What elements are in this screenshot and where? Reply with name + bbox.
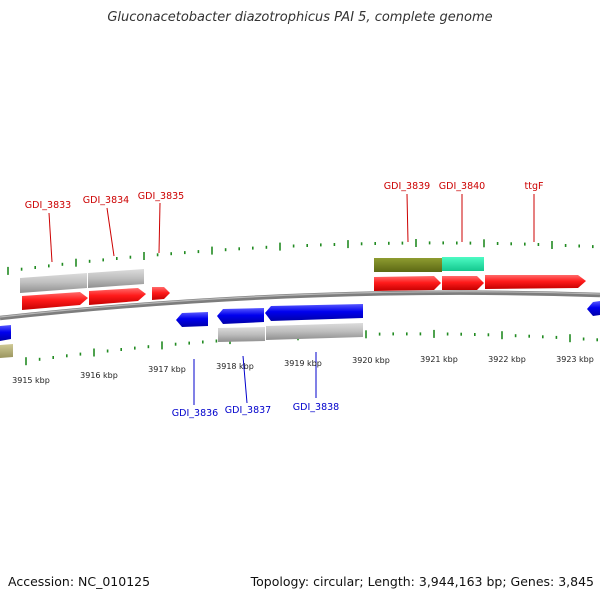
gene-label-gdi-3840[interactable]: GDI_3840: [439, 181, 485, 192]
map-title: Gluconacetobacter diazotrophicus PAI 5, …: [107, 10, 493, 25]
scale-label: 3922 kbp: [488, 355, 526, 364]
accession-text: Accession: NC_010125: [8, 574, 151, 589]
scale-label: 3915 kbp: [12, 376, 50, 385]
gene-label-gdi-3837[interactable]: GDI_3837: [225, 405, 271, 416]
gene-arrow-gdi-3839[interactable]: [374, 276, 441, 291]
gene-arrow-gdi-3833[interactable]: [22, 292, 88, 310]
gene-label-gdi-3838[interactable]: GDI_3838: [293, 402, 339, 413]
reverse-cds-track: [0, 323, 363, 358]
tan-feature-bar[interactable]: [0, 344, 13, 358]
gene-arrow-gdi-3834[interactable]: [89, 288, 146, 305]
gene-arrow-right-edge[interactable]: [587, 301, 600, 316]
gene-label-gdi-3836[interactable]: GDI_3836: [172, 408, 218, 419]
gene-label-gdi-3839[interactable]: GDI_3839: [384, 181, 430, 192]
gene-arrow-gdi-3835[interactable]: [152, 287, 170, 300]
scale-labels: 3915 kbp 3916 kbp 3917 kbp 3918 kbp 3919…: [12, 355, 594, 385]
cds-bar[interactable]: [266, 323, 363, 340]
forward-gene-labels: GDI_3833 GDI_3834 GDI_3835 GDI_3839 GDI_…: [25, 181, 544, 211]
gene-arrow-ttgf[interactable]: [485, 275, 586, 289]
gene-arrow-gdi-3838[interactable]: [265, 304, 363, 321]
cds-bar[interactable]: [218, 327, 265, 342]
gene-label-gdi-3833[interactable]: GDI_3833: [25, 200, 71, 211]
scale-label: 3920 kbp: [352, 356, 390, 365]
olive-feature-bar[interactable]: [374, 258, 442, 272]
scale-label: 3921 kbp: [420, 355, 458, 364]
gene-arrow-gdi-3837[interactable]: [217, 308, 264, 324]
label-leader-lines: [48, 193, 535, 405]
forward-gene-track: [22, 287, 170, 310]
gene-label-ttgf[interactable]: ttgF: [525, 181, 544, 192]
scale-label: 3919 kbp: [284, 359, 322, 368]
scale-label: 3923 kbp: [556, 355, 594, 364]
reverse-gene-track: [0, 301, 600, 341]
reverse-gene-labels: GDI_3836 GDI_3837 GDI_3838: [172, 402, 339, 419]
cyan-feature-bar[interactable]: [442, 257, 484, 271]
scale-label: 3918 kbp: [216, 362, 254, 371]
genome-summary-text: Topology: circular; Length: 3,944,163 bp…: [250, 574, 594, 589]
cds-bar[interactable]: [20, 273, 87, 293]
cds-bar[interactable]: [88, 269, 144, 288]
forward-cds-track: [20, 269, 144, 293]
gene-arrow-left-edge[interactable]: [0, 325, 11, 341]
gene-label-gdi-3835[interactable]: GDI_3835: [138, 191, 184, 202]
gene-label-gdi-3834[interactable]: GDI_3834: [83, 195, 129, 206]
scale-label: 3917 kbp: [148, 365, 186, 374]
gene-arrow-gdi-3836[interactable]: [176, 312, 208, 327]
upper-tick-row: [7, 239, 594, 275]
scale-label: 3916 kbp: [80, 371, 118, 380]
gene-arrow-gdi-3840[interactable]: [442, 276, 484, 290]
genome-backbone: [0, 290, 600, 321]
forward-feature-block: [374, 257, 586, 291]
